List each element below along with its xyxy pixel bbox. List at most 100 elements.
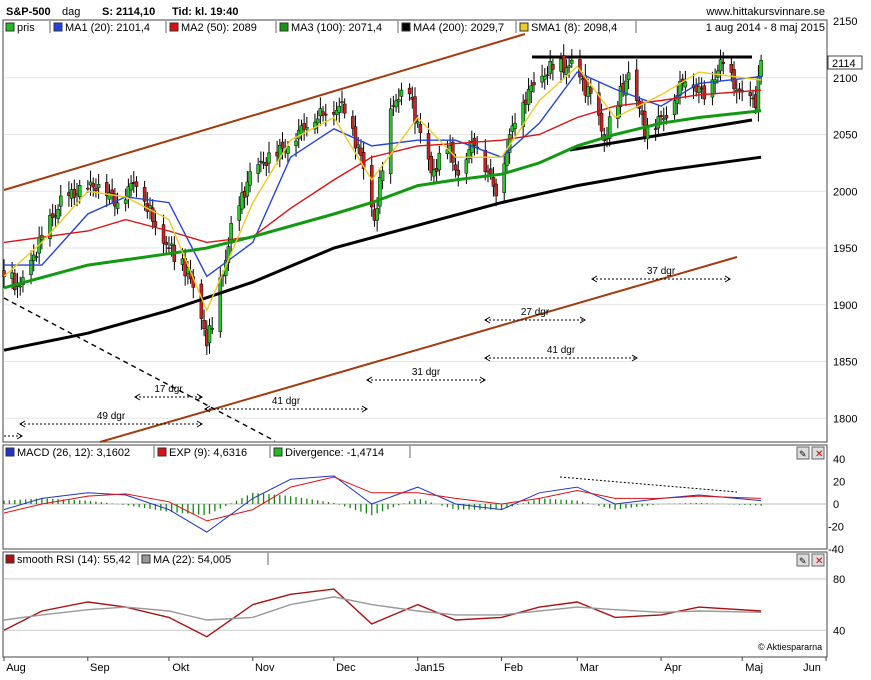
- candle-up: [543, 75, 547, 80]
- candle-up: [467, 149, 471, 159]
- arrowhead: [196, 420, 203, 428]
- candle-down: [351, 116, 355, 129]
- candle-down: [426, 133, 431, 160]
- rsi-close-button[interactable]: ✕: [811, 553, 825, 567]
- candle-up: [607, 116, 612, 139]
- time-label: Tid: kl. 19:40: [172, 6, 238, 18]
- candle-up: [107, 192, 112, 200]
- rsi-y-tick-label: 40: [833, 625, 845, 637]
- x-tick-label: Jun: [803, 662, 821, 674]
- x-tick-label: Feb: [504, 662, 523, 674]
- chart-symbol: S&P-500: [6, 6, 51, 18]
- svg-text:✕: ✕: [815, 449, 823, 460]
- candle-down: [653, 128, 658, 130]
- arrowhead: [724, 275, 731, 283]
- main-panel-frame: [2, 19, 828, 443]
- candle-up: [756, 76, 761, 111]
- arrowhead: [361, 405, 368, 413]
- candle-down: [483, 150, 488, 172]
- arrowhead: [479, 376, 486, 384]
- date-range: 1 aug 2014 - 8 maj 2015: [706, 22, 825, 34]
- candle-up: [570, 59, 574, 64]
- candle-down: [729, 63, 734, 73]
- legend-label: MACD (26, 12): 3,1602: [17, 447, 130, 459]
- arrowhead: [204, 405, 211, 413]
- candle-down: [105, 182, 109, 197]
- candle-up: [340, 101, 344, 104]
- arrowhead: [19, 420, 26, 428]
- trendlines: [3, 33, 753, 493]
- macd-settings-button[interactable]: ✎: [796, 446, 810, 460]
- candle-up: [375, 208, 379, 221]
- macd-y-tick-label: -40: [828, 544, 844, 556]
- candle-down: [599, 112, 604, 132]
- candle-up: [378, 177, 382, 207]
- svg-text:✎: ✎: [799, 449, 807, 459]
- candle-down: [110, 189, 114, 195]
- candle-up: [210, 328, 214, 330]
- macd-legend: MACD (26, 12): 3,1602 EXP (9): 4,6316 Dive…: [5, 446, 411, 459]
- candle-up: [502, 163, 506, 193]
- rsi-series-2: [3, 596, 762, 621]
- candle-down: [491, 177, 496, 187]
- candle-down: [429, 155, 433, 174]
- candle-down: [280, 141, 285, 149]
- y-tick-label: 1850: [833, 357, 857, 369]
- x-tick-label: Apr: [664, 662, 681, 674]
- candle-up: [464, 159, 469, 174]
- candle-down: [113, 193, 117, 207]
- candle-up: [245, 181, 250, 197]
- candle-up: [388, 108, 393, 174]
- candle-up: [397, 99, 401, 103]
- rsi-series-1: [3, 588, 762, 638]
- legend-label: MA4 (200): 2029,7: [413, 22, 504, 34]
- candle-up: [240, 192, 244, 210]
- candle-up: [59, 195, 63, 207]
- candle-down: [91, 183, 95, 188]
- candle-up: [305, 126, 309, 130]
- candle-down: [161, 224, 166, 244]
- copyright: © Aktiespararna: [758, 642, 822, 652]
- candle-down: [86, 187, 90, 190]
- candle-down: [451, 141, 455, 163]
- x-axis: Aug Sep Okt Nov Dec Jan15 Feb Mar Apr Maj Jun: [3, 657, 827, 674]
- candle-up: [29, 259, 33, 275]
- decline-line: [3, 297, 276, 442]
- ma-series-5: [3, 65, 762, 313]
- arrowhead: [366, 376, 373, 384]
- duration-label: 41 dgr: [272, 396, 301, 407]
- x-tick-label: Dec: [336, 662, 356, 674]
- lower-channel-line: [99, 256, 738, 443]
- legend-swatch: [141, 554, 151, 564]
- candle-up: [248, 171, 252, 186]
- x-tick-label: Aug: [6, 662, 26, 674]
- legend-label: pris: [17, 22, 35, 34]
- candle-up: [256, 164, 260, 174]
- candle-down: [456, 169, 461, 176]
- candle-up: [415, 121, 420, 124]
- macd-close-button[interactable]: ✕: [811, 446, 825, 460]
- y-tick-label: 1900: [833, 300, 857, 312]
- candle-down: [453, 164, 458, 171]
- candle-down: [551, 64, 555, 70]
- candle-up: [77, 185, 82, 198]
- candle-up: [34, 256, 39, 258]
- candle-up: [218, 277, 223, 332]
- candle-down: [134, 181, 139, 187]
- candle-down: [259, 160, 263, 163]
- arrowhead: [196, 393, 203, 401]
- candle-up: [267, 152, 271, 164]
- macd-histogram: [3, 492, 762, 516]
- rsi-settings-button[interactable]: ✎: [796, 553, 810, 567]
- x-tick-label: Maj: [745, 662, 763, 674]
- candle-down: [418, 124, 423, 133]
- candle-down: [167, 247, 171, 249]
- x-tick-label: Nov: [255, 662, 275, 674]
- candle-down: [142, 186, 147, 202]
- candle-down: [659, 115, 663, 118]
- chart-period: dag: [62, 6, 80, 18]
- candle-up: [718, 59, 723, 72]
- x-tick-label: Mar: [580, 662, 599, 674]
